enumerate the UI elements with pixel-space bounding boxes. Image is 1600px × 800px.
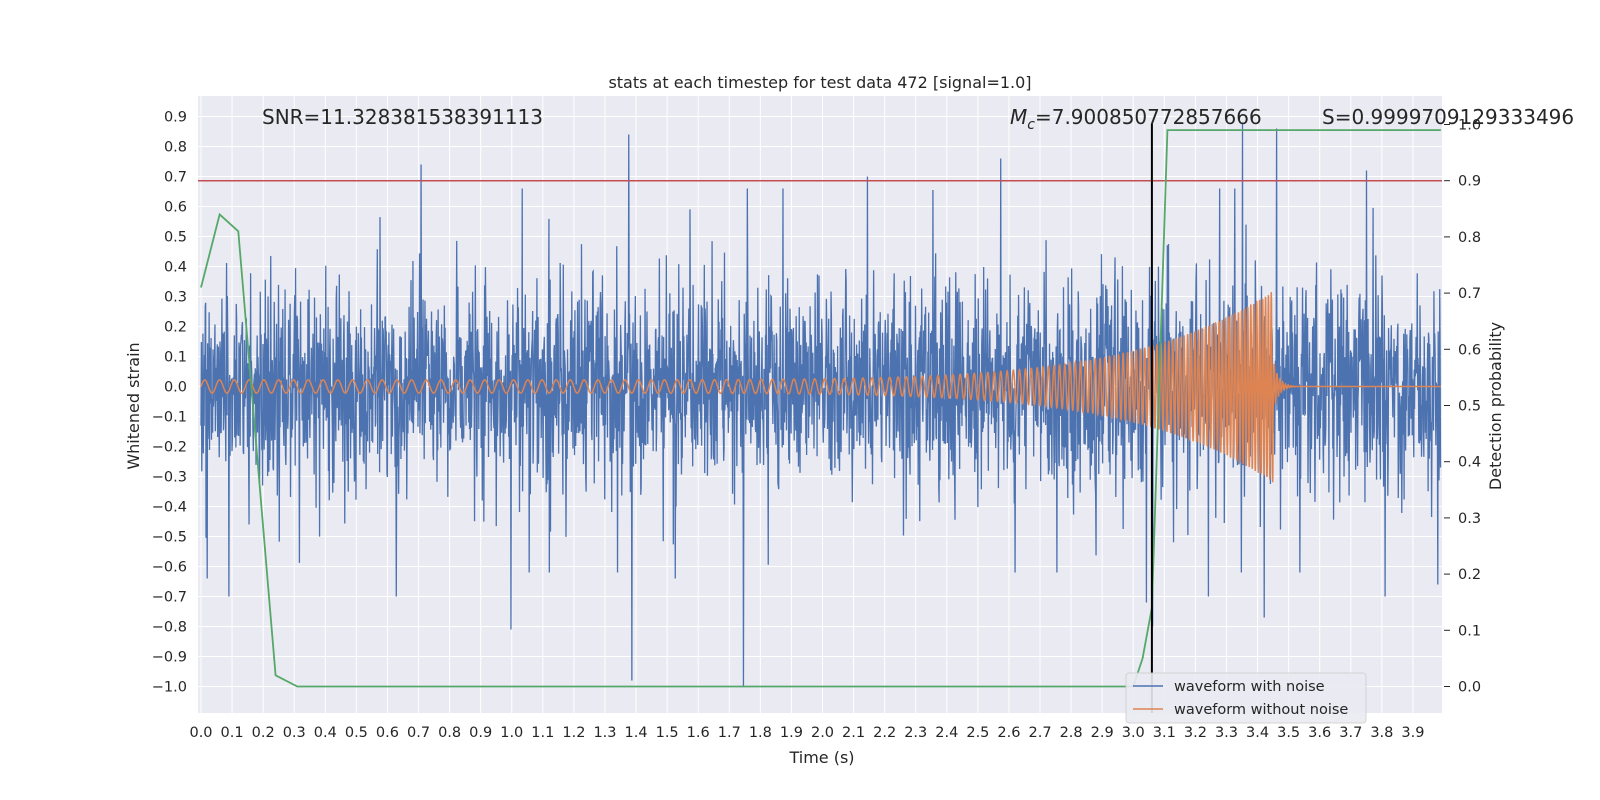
legend-label-clean: waveform without noise (1174, 702, 1348, 718)
x-axis-label: Time (s) (788, 748, 854, 767)
x-tick-label: 3.1 (1153, 725, 1176, 741)
chirp-mass-annotation: Mc=7.900850772857666 (1010, 105, 1262, 133)
y-axis-ticks: 0.9 0.8 0.7 0.6 0.5 0.4 0.3 0.2 0.1 0.0 −0.1 −0.2 −0… (152, 110, 187, 696)
x-tick-label: 0.3 (283, 725, 306, 741)
x-tick-label: 1.2 (562, 725, 585, 741)
chirp-mass-value: =7.900850772857666 (1035, 105, 1262, 129)
x-tick-label: 2.5 (966, 725, 989, 741)
legend-box (1125, 672, 1367, 724)
y-tick-label: 0.9 (164, 110, 187, 126)
y-axis-label: Whitened strain (124, 342, 143, 469)
x-tick-label: 3.6 (1308, 725, 1331, 741)
x-tick-label: 0.1 (221, 725, 244, 741)
x-tick-label: 2.2 (873, 725, 896, 741)
y-tick-label: −0.6 (152, 560, 187, 576)
y2-tick-label: 0.6 (1458, 342, 1481, 358)
y-tick-label: −0.1 (152, 410, 187, 426)
y-tick-label: 0.2 (164, 320, 187, 336)
series-waveform-without-noise (200, 292, 1441, 483)
x-tick-label: 1.7 (718, 725, 741, 741)
x-tick-label: 3.7 (1339, 725, 1362, 741)
y-tick-label: 0.3 (164, 290, 187, 306)
y2-axis-label: Detection probability (1486, 322, 1505, 490)
x-tick-label: 1.1 (531, 725, 554, 741)
x-tick-label: 2.0 (811, 725, 834, 741)
chirp-mass-symbol: M (1010, 105, 1027, 129)
y2-tick-label: 0.4 (1458, 455, 1481, 471)
x-tick-label: 1.6 (687, 725, 710, 741)
score-annotation: S=0.9999709129333496 (1322, 105, 1574, 129)
legend-label-noise: waveform with noise (1174, 679, 1325, 695)
x-tick-label: 1.4 (625, 725, 648, 741)
x-tick-label: 0.2 (252, 725, 275, 741)
x-tick-label: 3.4 (1246, 725, 1269, 741)
y-tick-label: −0.3 (152, 470, 187, 486)
y2-tick-label: 0.7 (1458, 286, 1481, 302)
y-tick-label: 0.8 (164, 140, 187, 156)
x-tick-label: 2.7 (1028, 725, 1051, 741)
y2-tick-label: 0.5 (1458, 399, 1481, 415)
y-tick-label: −0.8 (152, 620, 187, 636)
y-tick-label: −0.9 (152, 650, 187, 666)
x-tick-label: 2.9 (1091, 725, 1114, 741)
x-tick-label: 2.3 (904, 725, 927, 741)
x-tick-label: 1.9 (780, 725, 803, 741)
x-tick-label: 3.2 (1184, 725, 1207, 741)
series-detection-probability (200, 129, 1441, 688)
y2-tick-label: 1.0 (1458, 118, 1481, 134)
x-tick-label: 0.8 (438, 725, 461, 741)
y-tick-label: −0.7 (152, 590, 187, 606)
x-tick-label: 1.8 (749, 725, 772, 741)
y-tick-label: 0.5 (164, 230, 187, 246)
y2-tick-label: 0.8 (1458, 230, 1481, 246)
x-tick-label: 3.0 (1122, 725, 1145, 741)
x-tick-label: 0.4 (314, 725, 337, 741)
x-tick-label: 0.5 (345, 725, 368, 741)
x-tick-label: 3.9 (1401, 725, 1424, 741)
x-tick-label: 2.4 (935, 725, 958, 741)
x-tick-label: 0.6 (376, 725, 399, 741)
x-tick-label: 3.8 (1370, 725, 1393, 741)
x-tick-label: 0.7 (407, 725, 430, 741)
x-tick-label: 2.6 (997, 725, 1020, 741)
y2-tick-label: 0.1 (1458, 623, 1481, 639)
x-tick-label: 0.9 (469, 725, 492, 741)
x-tick-label: 0.0 (189, 725, 212, 741)
legend: waveform with noise waveform without noi… (1125, 672, 1367, 724)
y-tick-label: 0.6 (164, 200, 187, 216)
x-axis-ticks: 0.0 0.1 0.2 0.3 0.4 0.5 0.6 0.7 0.8 0.9 1.0 1.1 1.2 1… (189, 725, 1424, 741)
y-tick-label: −0.5 (152, 530, 187, 546)
chirp-mass-subscript: c (1027, 117, 1035, 133)
x-tick-label: 2.1 (842, 725, 865, 741)
y2-axis-ticks: 1.0 0.9 0.8 0.7 0.6 0.5 0.4 0.3 0.2 0.1 0.0 (1444, 118, 1481, 696)
snr-annotation: SNR=11.328381538391113 (262, 105, 543, 129)
y-tick-label: −1.0 (152, 680, 187, 696)
y-tick-label: 0.1 (164, 350, 187, 366)
x-tick-label: 1.5 (656, 725, 679, 741)
x-tick-label: 1.3 (593, 725, 616, 741)
y2-tick-label: 0.9 (1458, 174, 1481, 190)
y-tick-label: −0.2 (152, 440, 187, 456)
chart-title: stats at each timestep for test data 472… (608, 73, 1031, 92)
series-layer (198, 122, 1442, 713)
y-tick-label: 0.0 (164, 380, 187, 396)
y-tick-label: 0.4 (164, 260, 187, 276)
y2-tick-label: 0.0 (1458, 680, 1481, 696)
x-tick-label: 3.3 (1215, 725, 1238, 741)
y2-tick-label: 0.3 (1458, 511, 1481, 527)
x-tick-label: 2.8 (1060, 725, 1083, 741)
x-tick-label: 1.0 (500, 725, 523, 741)
y-tick-label: −0.4 (152, 500, 187, 516)
x-tick-label: 3.5 (1277, 725, 1300, 741)
y-tick-label: 0.7 (164, 170, 187, 186)
y2-tick-label: 0.2 (1458, 567, 1481, 583)
